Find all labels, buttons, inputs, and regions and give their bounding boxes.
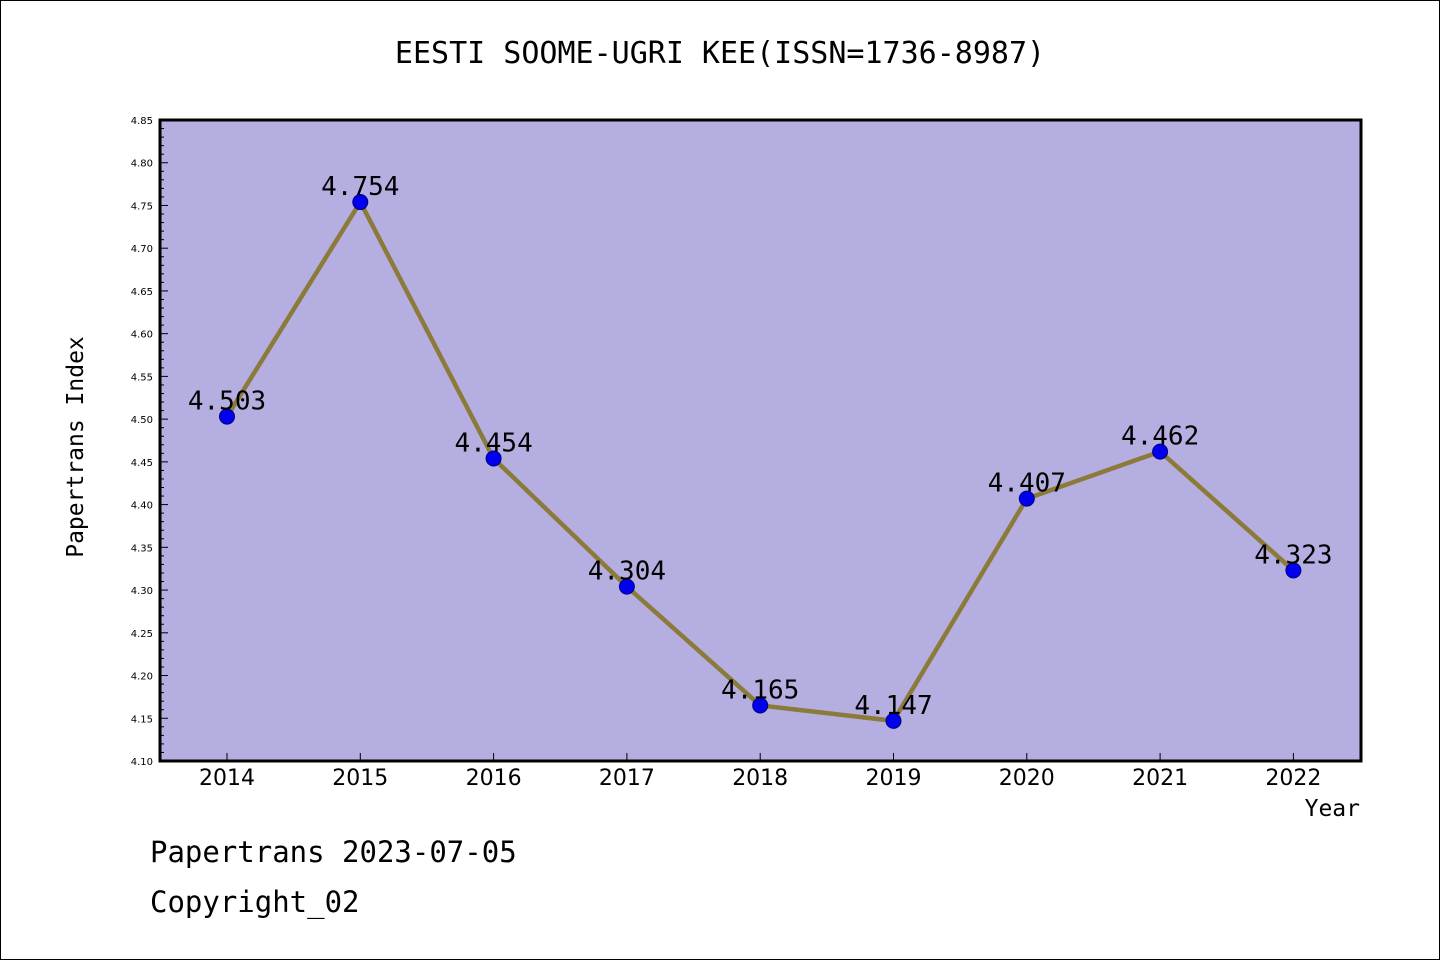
y-tick-label: 4.20 [131, 672, 153, 683]
x-axis: 2014 2015 2016 2017 2018 2019 2020 2021 2022 [199, 753, 1321, 791]
data-point [752, 697, 769, 714]
data-label: 4.462 [1121, 422, 1199, 452]
x-tick-label: 2022 [1265, 766, 1321, 791]
y-tick-label: 4.15 [131, 714, 153, 725]
y-tick-label: 4.50 [131, 415, 153, 426]
data-point [219, 408, 235, 425]
data-point [352, 194, 369, 211]
data-point [885, 712, 902, 729]
footer-date: Papertrans 2023-07-05 [150, 835, 517, 869]
chart-title: EESTI SOOME-UGRI KEE(ISSN=1736-8987) [394, 36, 1046, 71]
data-label: 4.754 [321, 172, 399, 202]
plot-area [158, 118, 1363, 763]
footer-copyright: Copyright_02 [150, 885, 360, 919]
y-tick-label: 4.30 [131, 586, 153, 597]
data-point [1285, 562, 1302, 579]
y-tick-label: 4.75 [131, 201, 153, 212]
data-point [618, 578, 635, 595]
x-tick-label: 2018 [732, 766, 788, 791]
data-label: 4.454 [454, 428, 532, 458]
y-tick-label: 4.65 [131, 287, 153, 298]
y-axis: 4.10 4.15 4.20 4.25 4.30 4.35 4.40 4.45 4.50 4.55… [131, 116, 168, 768]
x-tick-label: 2021 [1132, 766, 1188, 791]
x-tick-label: 2015 [332, 766, 388, 791]
y-tick-label: 4.35 [131, 543, 153, 554]
series-group [219, 194, 1302, 729]
x-tick-label: 2020 [999, 766, 1055, 791]
y-tick-label: 4.10 [131, 757, 153, 768]
data-label: 4.323 [1254, 540, 1332, 570]
data-point [485, 450, 502, 467]
data-label: 4.165 [721, 675, 799, 705]
y-tick-label: 4.45 [131, 458, 153, 469]
data-label-group: 4.503 4.754 4.454 4.304 4.165 4.147 4.407 4.462… [188, 172, 1333, 721]
data-label: 4.407 [988, 469, 1066, 499]
y-tick-label: 4.25 [131, 629, 153, 640]
data-point [1018, 490, 1035, 507]
y-tick-label: 4.85 [131, 116, 153, 127]
y-tick-label: 4.40 [131, 501, 153, 512]
x-tick-label: 2017 [599, 766, 655, 791]
x-tick-label: 2014 [199, 766, 255, 791]
data-point [1152, 443, 1169, 460]
y-tick-label: 4.70 [131, 244, 153, 255]
data-label: 4.147 [854, 691, 932, 721]
data-label: 4.304 [588, 557, 666, 587]
x-tick-label: 2019 [866, 766, 922, 791]
data-label: 4.503 [188, 387, 266, 417]
x-axis-label: Year [1304, 796, 1360, 822]
y-tick-label: 4.80 [131, 159, 153, 170]
y-tick-label: 4.55 [131, 372, 153, 383]
y-tick-label: 4.60 [131, 330, 153, 341]
x-tick-label: 2016 [466, 766, 522, 791]
